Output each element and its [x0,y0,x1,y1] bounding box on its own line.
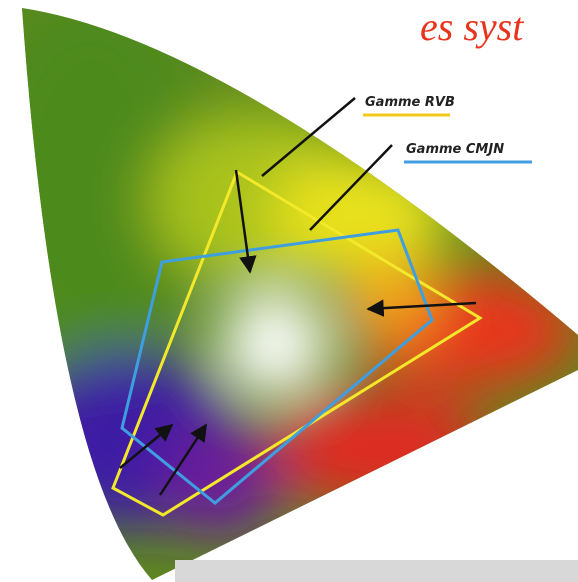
arrow [366,299,477,317]
arrow [158,423,208,496]
label-rvb: Gamme RVB [365,95,455,110]
arrow [119,423,174,469]
arrow [234,169,257,274]
label-cmjn: Gamme CMJN [406,142,504,157]
cmjn-gamut [120,228,434,505]
title-fragment: es syst [420,4,524,49]
leader-line [309,144,393,231]
rvb-gamut [111,169,483,517]
photo-strip [175,560,578,582]
leader-line [261,97,356,177]
